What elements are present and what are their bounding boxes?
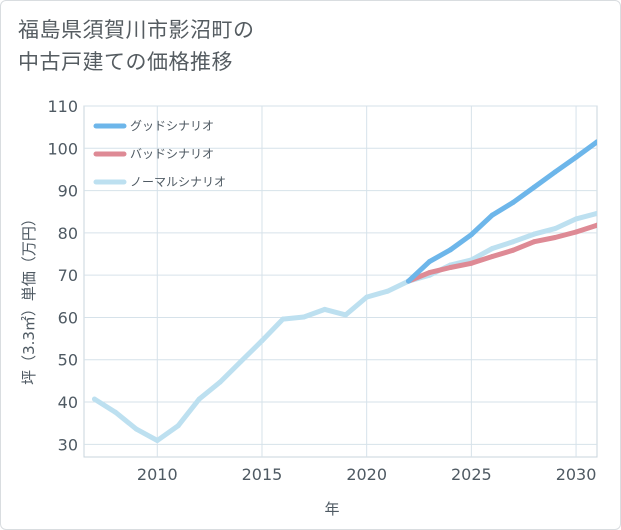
series-line-1	[406, 222, 597, 284]
series-2-point	[385, 288, 391, 294]
series-1-point	[447, 265, 453, 270]
legend-label: バッドシナリオ	[130, 147, 214, 161]
series-0-point	[427, 259, 432, 265]
grid-lines	[84, 105, 597, 457]
series-1-point	[468, 260, 474, 266]
legend-label: グッドシナリオ	[130, 119, 214, 133]
series-2-point	[531, 231, 537, 237]
series-2-point	[552, 226, 558, 232]
y-tick-label: 60	[58, 308, 78, 327]
series-2-point	[364, 294, 370, 300]
x-tick-labels: 2010 2015 2020 2025 2030	[137, 465, 596, 484]
y-tick-label: 70	[58, 266, 78, 285]
x-tick-label: 2020	[346, 465, 387, 484]
plot-area	[83, 105, 598, 458]
series-0-point	[552, 169, 558, 175]
series-2-point	[175, 423, 181, 429]
y-axis-title: 坪（3.3㎡）単価（万円）	[20, 211, 38, 385]
series-1-point	[573, 229, 579, 235]
series-2-point	[510, 239, 516, 245]
chart-title-line-2: 中古戸建ての価格推移	[18, 50, 233, 74]
series-0-point	[573, 154, 579, 160]
series-2-point	[133, 426, 139, 432]
series-2-point	[112, 409, 118, 415]
y-tick-label: 100	[47, 139, 78, 158]
x-tick-label: 2010	[137, 465, 178, 484]
series-2-point	[301, 314, 307, 320]
y-tick-label: 90	[58, 182, 78, 201]
y-tick-label: 110	[47, 97, 78, 116]
chart-title-line-1: 福島県須賀川市影沼町の	[18, 18, 255, 42]
series-0-point	[406, 278, 412, 284]
series-line-0	[406, 139, 597, 284]
series-1-point	[552, 235, 558, 240]
x-tick-label: 2015	[242, 465, 283, 484]
series-2-point	[280, 316, 286, 322]
series-2-point	[594, 210, 597, 216]
series-2-point	[259, 338, 265, 344]
x-tick-label: 2030	[556, 465, 597, 484]
legend-label: ノーマルシナリオ	[130, 175, 226, 189]
series-2-point	[217, 379, 223, 385]
series-2-point	[573, 216, 579, 222]
y-tick-label: 50	[58, 351, 78, 370]
y-tick-label: 30	[58, 435, 78, 454]
series-1-point	[531, 239, 537, 245]
series-2-point	[343, 312, 349, 318]
series-2-point	[92, 396, 97, 402]
chart-title: 福島県須賀川市影沼町の 中古戸建ての価格推移	[18, 14, 578, 78]
series-0-point	[510, 199, 516, 205]
y-tick-label: 40	[58, 393, 78, 412]
series-2-point	[238, 358, 244, 364]
series-0-point	[489, 212, 495, 218]
series-0-point	[531, 184, 537, 190]
series-0-point	[468, 232, 474, 238]
series-2-point	[154, 438, 160, 443]
y-tick-labels: 30 40 50 60 70 80 90 100 110	[47, 97, 78, 454]
x-tick-label: 2025	[451, 465, 492, 484]
series-lines	[92, 139, 597, 443]
series-2-point	[489, 246, 495, 251]
series-1-point	[594, 222, 597, 228]
series-0-point	[447, 247, 453, 253]
y-tick-label: 80	[58, 224, 78, 243]
series-1-point	[489, 254, 495, 259]
series-1-point	[510, 247, 516, 253]
series-2-point	[196, 396, 202, 402]
x-axis-title: 年	[324, 500, 339, 518]
series-1-point	[427, 270, 432, 276]
series-2-point	[322, 306, 328, 312]
series-0-point	[594, 139, 597, 145]
